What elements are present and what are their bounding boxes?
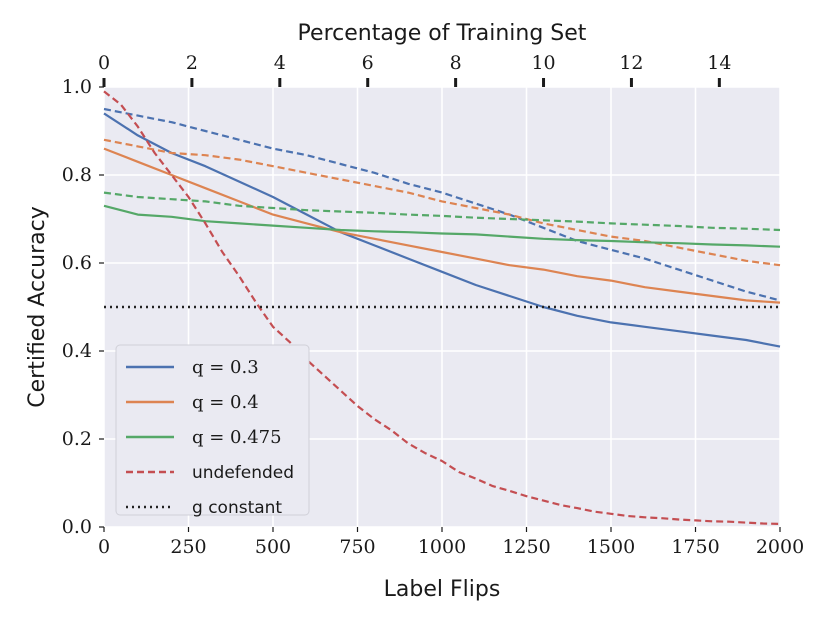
y-axis-ticks: 0.0 0.2 0.4 0.6 0.8 1.0 bbox=[62, 76, 104, 538]
x-tick-label: 2000 bbox=[756, 536, 804, 558]
series-line-q-0-3-solid bbox=[103, 112, 781, 348]
top-tick-label: 12 bbox=[619, 52, 643, 74]
legend-label: q = 0.4 bbox=[192, 392, 259, 413]
series-line-q-0-4-dashed bbox=[103, 138, 781, 267]
top-tick-label: 6 bbox=[362, 52, 374, 74]
top-axis-label: Percentage of Training Set bbox=[298, 21, 587, 46]
x-tick-label: 0 bbox=[98, 536, 110, 558]
y-tick-label: 0.4 bbox=[62, 340, 92, 362]
series-layer bbox=[103, 90, 781, 525]
y-tick-label: 1.0 bbox=[62, 76, 92, 98]
legend: q = 0.3 q = 0.4 q = 0.475 undefended g const… bbox=[115, 344, 310, 518]
legend-label: undefended bbox=[192, 463, 294, 483]
top-tick-label: 8 bbox=[450, 52, 462, 74]
x-tick-label: 750 bbox=[339, 536, 375, 558]
x-tick-label: 1000 bbox=[418, 536, 466, 558]
series-line-q-0-4-solid bbox=[103, 147, 781, 304]
x-tick-label: 250 bbox=[170, 536, 206, 558]
legend-label: q = 0.475 bbox=[192, 427, 282, 448]
top-tick-label: 4 bbox=[274, 52, 286, 74]
y-tick-label: 0.0 bbox=[62, 516, 92, 538]
x-axis-ticks: 0 250 500 750 1000 1250 1500 1750 2000 bbox=[98, 527, 804, 558]
x-tick-label: 500 bbox=[255, 536, 291, 558]
series-line-undefended bbox=[103, 90, 781, 525]
x-axis-label: Label Flips bbox=[384, 577, 501, 602]
y-axis-label: Certified Accuracy bbox=[25, 206, 50, 407]
y-tick-label: 0.8 bbox=[62, 164, 92, 186]
top-axis-ticks: 0 2 4 6 8 10 12 14 bbox=[98, 52, 731, 87]
y-tick-label: 0.6 bbox=[62, 252, 92, 274]
top-tick-label: 0 bbox=[98, 52, 110, 74]
series-line-q-0-3-dashed bbox=[103, 107, 781, 302]
legend-label: q = 0.3 bbox=[192, 357, 259, 378]
series-line-q-0-475-solid bbox=[103, 204, 781, 248]
legend-label: g constant bbox=[192, 498, 282, 518]
top-tick-label: 10 bbox=[531, 52, 555, 74]
x-tick-label: 1500 bbox=[587, 536, 635, 558]
y-tick-label: 0.2 bbox=[62, 428, 92, 450]
top-tick-label: 14 bbox=[707, 52, 731, 74]
series-line-q-0-475-dashed bbox=[103, 191, 781, 232]
top-tick-label: 2 bbox=[186, 52, 198, 74]
x-tick-label: 1750 bbox=[671, 536, 719, 558]
x-tick-label: 1250 bbox=[502, 536, 550, 558]
